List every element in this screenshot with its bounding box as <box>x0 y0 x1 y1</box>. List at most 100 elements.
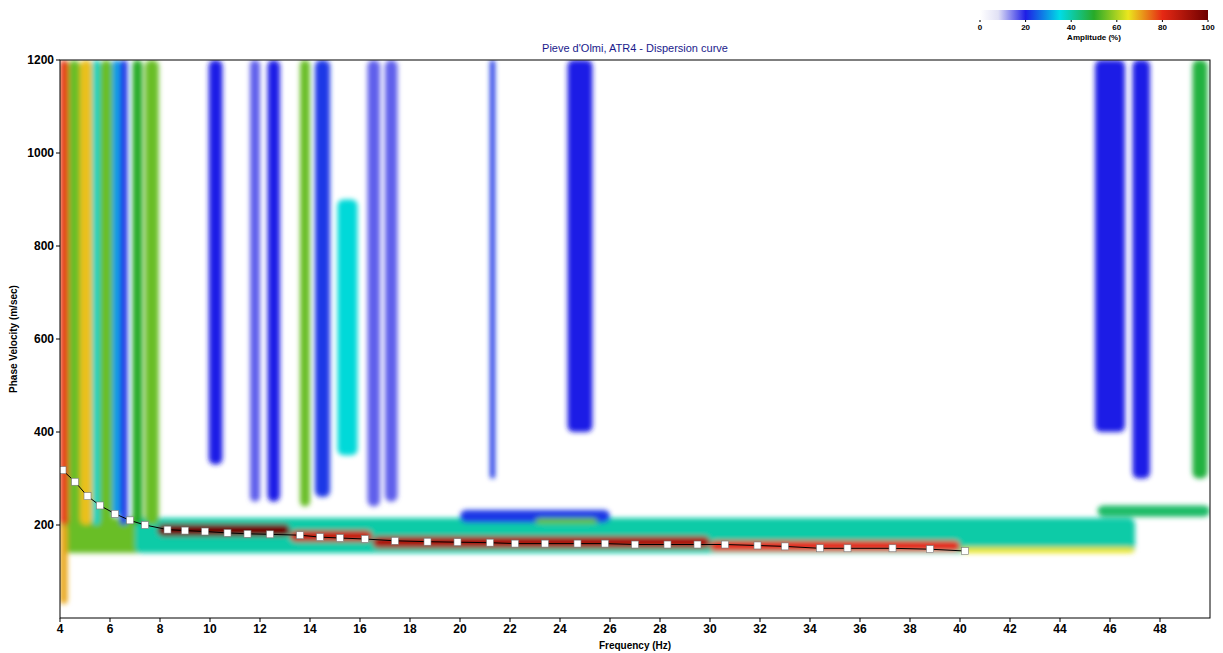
dispersion-point <box>454 539 461 546</box>
heatmap-cell <box>290 531 373 542</box>
chart: 4681012141618202224262830323436384042444… <box>0 0 1223 653</box>
x-tick-label: 46 <box>1103 622 1117 636</box>
plot-marks <box>60 60 1210 604</box>
colorbar-label: Amplitude (%) <box>1067 33 1121 42</box>
heatmap-cell <box>338 200 358 456</box>
heatmap-cell <box>60 525 68 604</box>
x-tick-label: 40 <box>953 622 967 636</box>
dispersion-point <box>112 510 119 517</box>
dispersion-point <box>754 542 761 549</box>
heatmap-cell <box>100 60 113 525</box>
dispersion-point <box>487 539 494 546</box>
plot-frame <box>60 60 1210 618</box>
heatmap-cell <box>315 60 330 497</box>
x-tick-label: 12 <box>253 622 267 636</box>
dispersion-point <box>72 478 79 485</box>
dispersion-point <box>97 502 104 509</box>
dispersion-point <box>244 530 251 537</box>
plot-area <box>60 60 1210 618</box>
x-tick-label: 32 <box>753 622 767 636</box>
heatmap-cell <box>385 60 398 502</box>
colorbar-tick <box>1162 20 1163 22</box>
x-tick-label: 36 <box>853 622 867 636</box>
heatmap-cell <box>133 60 143 525</box>
x-tick-label: 18 <box>403 622 417 636</box>
heatmap-cell <box>60 60 69 525</box>
dispersion-point <box>202 528 209 535</box>
dispersion-point <box>722 541 729 548</box>
x-tick-label: 22 <box>503 622 517 636</box>
y-tick <box>56 153 60 154</box>
heatmap-cell <box>300 60 310 506</box>
colorbar-tick-label: 80 <box>1158 23 1167 32</box>
heatmap-cell <box>1133 60 1151 479</box>
heatmap-cell <box>69 60 80 525</box>
colorbar-tick <box>1208 20 1209 22</box>
colorbar-tick-label: 40 <box>1067 23 1076 32</box>
y-tick-label: 400 <box>34 425 54 439</box>
heatmap-cell <box>368 60 381 506</box>
y-tick-label: 1200 <box>27 53 54 67</box>
dispersion-point <box>297 532 304 539</box>
y-tick <box>56 339 60 340</box>
dispersion-point <box>337 535 344 542</box>
x-tick-label: 14 <box>303 622 317 636</box>
colorbar-tick-label: 100 <box>1201 23 1215 32</box>
x-tick-label: 8 <box>157 622 164 636</box>
dispersion-point <box>84 493 91 500</box>
colorbar-tick-label: 20 <box>1021 23 1030 32</box>
dispersion-point <box>664 541 671 548</box>
heatmap-cell <box>535 518 598 524</box>
heatmap-cell <box>113 60 121 516</box>
dispersion-point <box>127 517 134 524</box>
colorbar-tick <box>1025 20 1026 22</box>
dispersion-point <box>164 526 171 533</box>
heatmap-cell <box>209 60 223 465</box>
dispersion-point <box>889 545 896 552</box>
y-tick-label: 600 <box>34 332 54 346</box>
heatmap-cell <box>490 60 495 479</box>
y-axis-title: Phase Velocity (m/sec) <box>8 285 19 393</box>
colorbar-tick-label: 60 <box>1112 23 1121 32</box>
dispersion-point <box>267 531 274 538</box>
heatmap-cell <box>120 60 128 525</box>
dispersion-point <box>60 467 66 474</box>
x-tick-label: 26 <box>603 622 617 636</box>
x-tick-label: 10 <box>203 622 217 636</box>
dispersion-point <box>362 535 369 542</box>
x-tick-label: 28 <box>653 622 667 636</box>
dispersion-point <box>602 540 609 547</box>
dispersion-point <box>694 541 701 548</box>
heatmap-cell <box>268 60 281 502</box>
heatmap-cell <box>250 60 260 502</box>
y-tick-label: 1000 <box>27 146 54 160</box>
colorbar-tick <box>980 20 981 22</box>
dispersion-point <box>542 540 549 547</box>
dispersion-point <box>574 540 581 547</box>
dispersion-point <box>182 527 189 534</box>
y-tick <box>56 246 60 247</box>
dispersion-point <box>424 538 431 545</box>
heatmap <box>60 60 1210 604</box>
heatmap-cell <box>373 536 711 548</box>
heatmap-cell <box>460 510 610 523</box>
heatmap-cell <box>145 60 159 525</box>
dispersion-point <box>512 540 519 547</box>
heatmap-cell <box>93 60 101 525</box>
x-tick-label: 16 <box>353 622 367 636</box>
y-tick <box>56 60 60 61</box>
x-tick-label: 42 <box>1003 622 1017 636</box>
heatmap-cell <box>960 547 1135 553</box>
y-tick-label: 800 <box>34 239 54 253</box>
y-tick-label: 200 <box>34 518 54 532</box>
dispersion-point <box>142 522 149 529</box>
colorbar <box>980 10 1208 20</box>
dispersion-point <box>317 534 324 541</box>
colorbar-tick-label: 0 <box>978 23 983 32</box>
title: Pieve d'Olmi, ATR4 - Dispersion curve <box>542 42 728 54</box>
x-axis-title: Frequency (Hz) <box>599 640 671 651</box>
x-tick-label: 34 <box>803 622 817 636</box>
y-tick <box>56 525 60 526</box>
heatmap-cell <box>135 518 1135 553</box>
x-tick-label: 30 <box>703 622 717 636</box>
